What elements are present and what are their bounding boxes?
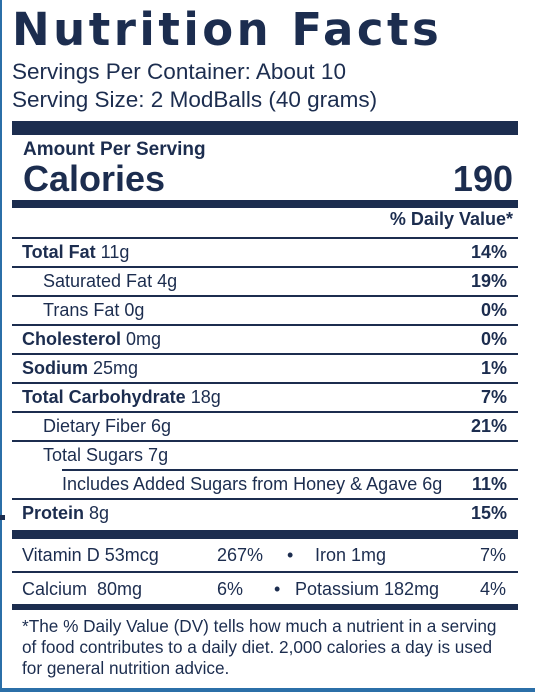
iron-label: Iron 1mg (315, 545, 387, 565)
nutrient-dv: 0% (480, 300, 507, 320)
nutrient-dv: 15% (470, 503, 507, 523)
amount-per-serving: Amount Per Serving (23, 139, 206, 160)
vitamin-divider (12, 571, 518, 573)
nutrient-name: Cholesterol (22, 329, 122, 349)
footnote-divider (12, 604, 518, 610)
nutrient-amount: 8g (84, 503, 110, 523)
nutrient-dv: 14% (470, 242, 507, 262)
nutrient-row-sodium: Sodium 25mg 1% (12, 353, 518, 382)
nutrient-name: Total Fat (22, 242, 96, 262)
thick-divider-vitamins (12, 530, 518, 539)
nutrient-name: Sodium (22, 358, 88, 378)
thick-divider-top (12, 121, 518, 135)
bullet-separator: • (274, 579, 281, 599)
nutrient-dv: 1% (480, 358, 507, 378)
nutrient-row-cholesterol: Cholesterol 0mg 0% (12, 324, 518, 353)
calories-value: 190 (452, 158, 513, 199)
nutrient-amount: 18g (185, 387, 221, 407)
iron-dv: 7% (479, 545, 506, 565)
nutrient-amount: 25mg (88, 358, 139, 378)
left-edge-stripe (0, 0, 2, 692)
nutrient-row-dietary-fiber: Dietary Fiber 6g 21% (12, 411, 518, 440)
vitamin-row-2: Calcium 80mg 6% • Potassium 182mg 4% (12, 574, 518, 604)
nutrient-row-added-sugars: Includes Added Sugars from Honey & Agave… (62, 469, 518, 498)
nutrient-name: Includes Added Sugars from Honey & Agave… (62, 474, 443, 494)
nutrient-dv: 19% (470, 271, 507, 291)
nutrient-name: Saturated Fat 4g (43, 271, 178, 291)
nutrient-dv: 0% (480, 329, 507, 349)
nutrient-name: Total Carbohydrate (22, 387, 186, 407)
medium-divider (12, 200, 518, 208)
nutrient-amount: 0mg (121, 329, 162, 349)
potassium-label: Potassium 182mg (295, 579, 440, 599)
nutrient-dv: 21% (470, 416, 507, 436)
servings-per-container: Servings Per Container: About 10 (12, 59, 346, 84)
calcium-label: Calcium 80mg (22, 579, 143, 599)
calcium-dv: 6% (217, 579, 244, 599)
vitamin-d-dv: 267% (217, 545, 264, 565)
nutrient-name: Protein (22, 503, 85, 523)
daily-value-header: % Daily Value* (389, 209, 513, 229)
nutrient-row-total-carbohydrate: Total Carbohydrate 18g 7% (12, 382, 518, 411)
nutrient-row-saturated-fat: Saturated Fat 4g 19% (12, 266, 518, 295)
nutrient-dv: 7% (480, 387, 507, 407)
nutrient-row-total-fat: Total Fat 11g 14% (12, 237, 518, 266)
nutrient-row-protein: Protein 8g 15% (12, 498, 518, 527)
nutrient-name: Trans Fat 0g (43, 300, 145, 320)
calories-label: Calories (23, 158, 166, 199)
nutrient-row-trans-fat: Trans Fat 0g 0% (12, 295, 518, 324)
nutrient-name: Dietary Fiber 6g (43, 416, 172, 436)
daily-value-footnote: *The % Daily Value (DV) tells how much a… (22, 616, 497, 678)
vitamin-d-label: Vitamin D 53mcg (22, 545, 159, 565)
label-title: Nutrition Facts (12, 3, 443, 56)
nutrient-dv: 11% (471, 474, 507, 494)
nutrient-amount: 11g (95, 242, 130, 262)
vitamin-row-1: Vitamin D 53mcg 267% • Iron 1mg 7% (12, 540, 518, 570)
nutrient-name: Total Sugars 7g (43, 445, 169, 465)
potassium-dv: 4% (479, 579, 506, 599)
bottom-edge-stripe (0, 688, 535, 692)
nutrient-row-total-sugars: Total Sugars 7g (12, 440, 518, 469)
edge-mark (0, 515, 5, 520)
serving-size: Serving Size: 2 ModBalls (40 grams) (12, 87, 378, 112)
bullet-separator: • (287, 545, 294, 565)
